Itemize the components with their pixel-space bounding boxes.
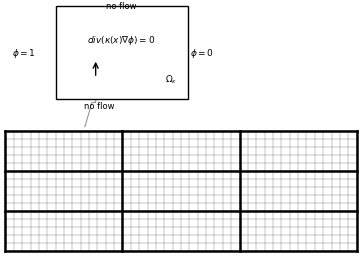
Text: no flow: no flow [106,2,136,11]
Text: $\phi = 0$: $\phi = 0$ [190,47,214,60]
Text: $div\left(\kappa(x)\nabla\phi\right)=0$: $div\left(\kappa(x)\nabla\phi\right)=0$ [87,35,156,47]
Text: $\Omega_{\varepsilon}$: $\Omega_{\varepsilon}$ [165,73,178,86]
FancyBboxPatch shape [56,6,188,99]
Text: $\phi = 1$: $\phi = 1$ [12,47,35,60]
Text: no flow: no flow [84,102,114,111]
